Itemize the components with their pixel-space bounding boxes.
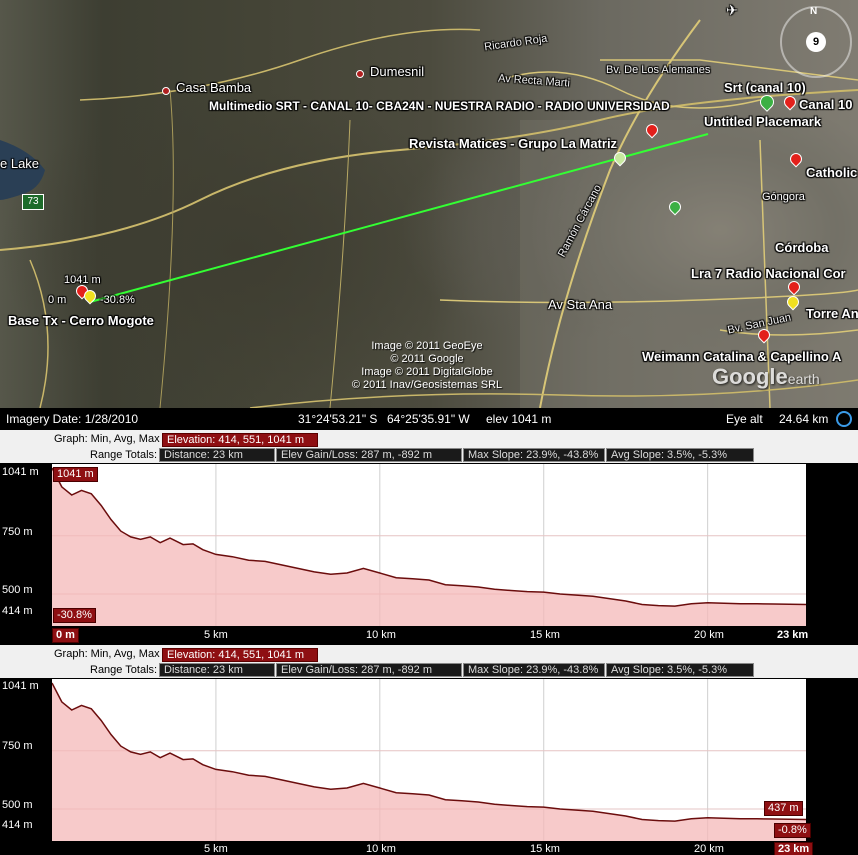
place-dot[interactable] xyxy=(356,70,364,78)
loading-status-icon xyxy=(836,411,852,427)
label-srt[interactable]: Srt (canal 10) xyxy=(724,80,806,95)
label-road-alemanes: Bv. De Los Alemanes xyxy=(606,64,711,76)
imagery-credits: Image © 2011 GeoEye © 2011 Google Image … xyxy=(342,340,512,392)
y-tick-label: 1041 m xyxy=(2,466,39,478)
place-dot[interactable] xyxy=(162,87,170,95)
eye-alt-label: Eye alt xyxy=(726,412,763,426)
label-canal10[interactable]: Canal 10 xyxy=(799,97,853,112)
x-tick-label: 5 km xyxy=(204,629,228,641)
logo-text: Google xyxy=(712,364,788,389)
route-shield: 73 xyxy=(22,194,44,210)
elevation-readout: elev 1041 m xyxy=(486,412,552,426)
path-elev-label: 1041 m xyxy=(64,274,101,286)
range-totals-label: Range Totals: xyxy=(90,449,158,461)
elevation-area xyxy=(52,468,806,626)
profile-svg-2 xyxy=(52,679,806,841)
label-revista[interactable]: Revista Matices - Grupo La Matriz xyxy=(409,136,618,151)
elevation-line xyxy=(52,682,806,822)
road-network xyxy=(0,19,858,408)
graph-label: Graph: Min, Avg, Max xyxy=(54,648,160,660)
x-tick-label: 20 km xyxy=(694,843,724,855)
google-earth-logo: Googleearth xyxy=(712,364,820,390)
x-tick-label: 15 km xyxy=(530,843,560,855)
elevation-area xyxy=(52,683,806,841)
y-tick-label: 414 m xyxy=(2,819,33,831)
label-lra7[interactable]: Lra 7 Radio Nacional Cor xyxy=(691,266,846,281)
elevation-profile-1[interactable]: Graph: Min, Avg, Max Elevation: 414, 551… xyxy=(0,430,858,645)
path-line xyxy=(89,133,709,303)
label-dumesnil[interactable]: Dumesnil xyxy=(370,64,425,79)
elevation-stats-box[interactable]: Elevation: 414, 551, 1041 m xyxy=(162,433,318,447)
label-road-sta-ana: Av Sta Ana xyxy=(548,297,613,312)
x-tick-label: 10 km xyxy=(366,843,396,855)
distance-box: Distance: 23 km xyxy=(159,663,275,677)
profile-plot-1[interactable] xyxy=(52,464,806,626)
elev-gain-loss-box: Elev Gain/Loss: 287 m, -892 m xyxy=(276,663,462,677)
label-lake: e Lake xyxy=(0,156,40,171)
elevation-line xyxy=(52,467,806,607)
label-torre[interactable]: Torre An xyxy=(806,306,858,321)
elev-gain-loss-box: Elev Gain/Loss: 287 m, -892 m xyxy=(276,448,462,462)
graph-label: Graph: Min, Avg, Max xyxy=(54,433,160,445)
navigation-compass[interactable]: N 9 xyxy=(780,6,852,78)
logo-suffix: earth xyxy=(787,371,820,387)
y-tick-label: 500 m xyxy=(2,584,33,596)
y-tick-label: 500 m xyxy=(2,799,33,811)
cursor-elevation-tag: 1041 m xyxy=(53,467,98,482)
y-tick-label: 750 m xyxy=(2,526,33,538)
label-catholic[interactable]: Catholic xyxy=(806,165,858,180)
elevation-stats-box[interactable]: Elevation: 414, 551, 1041 m xyxy=(162,648,318,662)
compass-north-icon[interactable]: N xyxy=(810,6,818,17)
label-multimedio[interactable]: Multimedio SRT - CANAL 10- CBA24N - NUES… xyxy=(209,99,670,113)
label-base-tx[interactable]: Base Tx - Cerro Mogote xyxy=(8,313,154,328)
range-totals-label: Range Totals: xyxy=(90,664,158,676)
label-untitled-placemark[interactable]: Untitled Placemark xyxy=(704,114,822,129)
x-tick-label: 20 km xyxy=(694,629,724,641)
max-slope-box: Max Slope: 23.9%, -43.8% xyxy=(463,448,605,462)
profile-svg-1 xyxy=(52,464,806,626)
x-tick-label: 23 km xyxy=(774,842,814,855)
x-tick-label: 5 km xyxy=(204,843,228,855)
credit-line: Image © 2011 DigitalGlobe xyxy=(361,366,493,378)
max-slope-box: Max Slope: 23.9%, -43.8% xyxy=(463,663,605,677)
credit-line: Image © 2011 GeoEye xyxy=(371,340,483,352)
lake-shape xyxy=(0,140,45,200)
path-slope-label: -30.8% xyxy=(100,294,135,306)
cursor-elevation-tag: 437 m xyxy=(764,801,803,816)
x-tick-label: 10 km xyxy=(366,629,396,641)
x-tick-label: 0 m xyxy=(52,628,79,643)
label-weimann[interactable]: Weimann Catalina & Capellino A xyxy=(642,349,842,364)
y-tick-label: 750 m xyxy=(2,740,33,752)
distance-box: Distance: 23 km xyxy=(159,448,275,462)
credit-line: © 2011 Inav/Geosistemas SRL xyxy=(351,379,503,391)
latitude: 31°24'53.21" S xyxy=(298,412,378,426)
profile-plot-2[interactable] xyxy=(52,679,806,841)
y-tick-label: 1041 m xyxy=(2,680,39,692)
map-view[interactable]: Casa Bamba Dumesnil Multimedio SRT - CAN… xyxy=(0,0,858,408)
airport-icon: ✈ xyxy=(726,2,738,18)
label-cordoba[interactable]: Córdoba xyxy=(775,240,829,255)
imagery-date: Imagery Date: 1/28/2010 xyxy=(6,412,139,426)
label-gongora[interactable]: Góngora xyxy=(762,191,805,203)
path-dist-label: 0 m xyxy=(48,294,67,306)
compass-center-icon[interactable]: 9 xyxy=(806,32,826,52)
cursor-slope-tag: -0.8% xyxy=(774,823,811,838)
x-tick-label: 23 km xyxy=(777,629,809,641)
longitude: 64°25'35.91" W xyxy=(387,412,470,426)
credit-line: © 2011 Google xyxy=(390,353,464,365)
eye-alt-value: 24.64 km xyxy=(779,412,829,426)
label-casa-bamba[interactable]: Casa Bamba xyxy=(176,80,252,95)
y-tick-label: 414 m xyxy=(2,605,33,617)
elevation-profile-2[interactable]: Graph: Min, Avg, Max Elevation: 414, 551… xyxy=(0,645,858,855)
avg-slope-box: Avg Slope: 3.5%, -5.3% xyxy=(606,663,754,677)
cursor-slope-tag: -30.8% xyxy=(53,608,96,623)
status-bar: Imagery Date: 1/28/2010 31°24'53.21" S 6… xyxy=(0,408,858,430)
x-tick-label: 15 km xyxy=(530,629,560,641)
avg-slope-box: Avg Slope: 3.5%, -5.3% xyxy=(606,448,754,462)
